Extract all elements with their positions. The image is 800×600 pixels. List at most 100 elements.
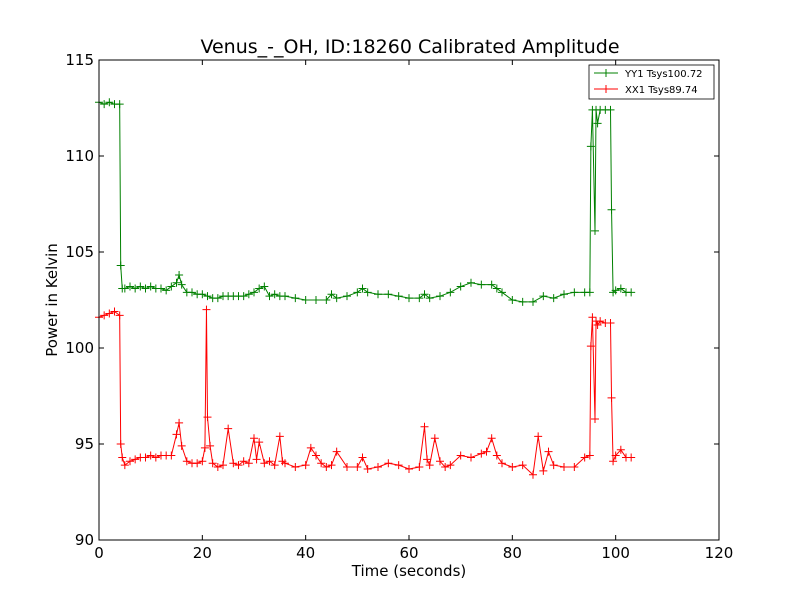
data-point-xx1-31 (224, 424, 233, 433)
data-point-xx1-73 (487, 434, 496, 443)
data-point-xx1-86 (585, 451, 594, 460)
data-point-xx1-72 (482, 447, 491, 456)
data-point-yy1-49 (363, 288, 372, 297)
legend-box (588, 64, 715, 100)
data-point-yy1-57 (436, 292, 444, 301)
data-point-xx1-22 (193, 459, 202, 468)
data-point-xx1-62 (420, 422, 429, 431)
ticks-layer: 0 20 40 60 80 100 120 90 95 100 105 110 115 (65, 51, 733, 562)
data-point-yy1-42 (312, 296, 320, 304)
data-point-yy1-58 (446, 288, 455, 297)
data-point-xx1-83 (560, 463, 568, 472)
data-point-yy1-64 (498, 288, 506, 297)
data-point-yy1-41 (301, 296, 310, 304)
data-point-xx1-92 (596, 317, 605, 326)
data-point-yy1-73 (585, 288, 594, 297)
data-point-yy1-31 (239, 292, 248, 301)
legend-marker-xx1 (602, 85, 610, 93)
data-point-xx1-26 (203, 413, 212, 422)
legend-label-xx1: XX1 Tsys89.74 (625, 85, 698, 96)
data-point-xx1-53 (343, 463, 351, 472)
data-point-yy1-4 (115, 100, 124, 109)
data-point-xx1-30 (219, 461, 227, 470)
data-point-xx1-17 (172, 430, 181, 439)
data-point-xx1-52 (332, 447, 341, 456)
data-point-xx1-40 (265, 457, 274, 466)
data-point-yy1-62 (487, 280, 496, 289)
data-point-xx1-89 (591, 415, 599, 424)
data-point-yy1-43 (322, 296, 331, 304)
data-point-xx1-39 (260, 459, 269, 468)
data-point-yy1-55 (420, 290, 429, 299)
data-point-xx1-70 (467, 453, 475, 462)
data-point-xx1-47 (306, 443, 315, 452)
data-point-xx1-29 (213, 463, 222, 472)
data-point-yy1-50 (374, 290, 382, 299)
x-tick-label-2: 40 (296, 544, 315, 562)
data-point-xx1-78 (529, 470, 537, 479)
data-point-xx1-84 (570, 463, 579, 472)
data-point-xx1-19 (177, 441, 186, 450)
y-tick-label-1: 95 (75, 435, 94, 453)
data-point-xx1-35 (244, 459, 253, 468)
data-point-xx1-5 (116, 440, 125, 448)
data-point-yy1-67 (529, 297, 537, 306)
chart-title: Venus_-_OH, ID:18260 Calibrated Amplitud… (200, 36, 619, 58)
data-point-xx1-46 (301, 461, 310, 470)
data-point-yy1-33 (250, 288, 258, 297)
data-point-xx1-20 (182, 457, 191, 466)
data-point-yy1-15 (162, 286, 171, 295)
data-point-yy1-63 (492, 284, 501, 293)
data-point-xx1-45 (291, 463, 300, 472)
data-point-yy1-82 (607, 205, 616, 214)
y-tick-label-5: 115 (65, 51, 94, 69)
data-point-yy1-65 (508, 296, 517, 304)
data-point-xx1-9 (131, 455, 140, 464)
data-point-yy1-40 (291, 294, 300, 303)
data-point-xx1-98 (616, 445, 625, 454)
data-point-xx1-55 (358, 453, 367, 462)
data-point-xx1-64 (425, 461, 434, 470)
data-point-xx1-77 (518, 461, 527, 470)
x-tick-label-3: 60 (399, 544, 418, 562)
data-point-xx1-7 (120, 461, 129, 470)
data-point-yy1-7 (120, 284, 129, 293)
data-point-yy1-24 (203, 292, 212, 301)
data-point-yy1-2 (105, 98, 114, 107)
data-point-xx1-71 (477, 449, 486, 458)
data-point-xx1-100 (627, 453, 636, 462)
data-point-yy1-8 (126, 282, 134, 291)
data-point-xx1-95 (607, 393, 616, 402)
data-point-yy1-36 (265, 292, 274, 301)
legend-marker-yy1 (602, 69, 610, 77)
data-point-xx1-69 (456, 451, 465, 460)
data-point-yy1-37 (270, 290, 279, 299)
data-point-xx1-11 (141, 453, 150, 462)
data-point-xx1-51 (327, 461, 336, 470)
data-point-xx1-6 (118, 453, 127, 462)
data-point-xx1-88 (588, 313, 597, 322)
data-point-xx1-38 (255, 438, 264, 447)
data-point-yy1-66 (518, 297, 527, 306)
data-point-yy1-78 (593, 119, 602, 128)
data-point-xx1-3 (110, 307, 119, 316)
data-point-yy1-44 (327, 290, 336, 299)
data-point-xx1-60 (405, 464, 413, 473)
data-point-yy1-23 (198, 290, 207, 299)
data-point-xx1-85 (580, 453, 589, 462)
data-point-yy1-60 (467, 278, 475, 287)
data-point-yy1-11 (141, 284, 150, 293)
data-point-yy1-70 (560, 290, 568, 299)
data-point-xx1-58 (384, 459, 393, 468)
data-point-xx1-37 (252, 455, 261, 464)
data-point-yy1-68 (539, 292, 548, 301)
x-tick-label-0: 0 (94, 544, 104, 562)
data-point-xx1-42 (275, 432, 284, 441)
data-point-yy1-54 (415, 294, 424, 303)
data-point-xx1-16 (167, 451, 176, 460)
data-point-xx1-41 (270, 461, 279, 470)
data-point-xx1-12 (146, 451, 155, 460)
data-point-xx1-66 (436, 457, 444, 466)
data-point-yy1-53 (405, 294, 413, 303)
